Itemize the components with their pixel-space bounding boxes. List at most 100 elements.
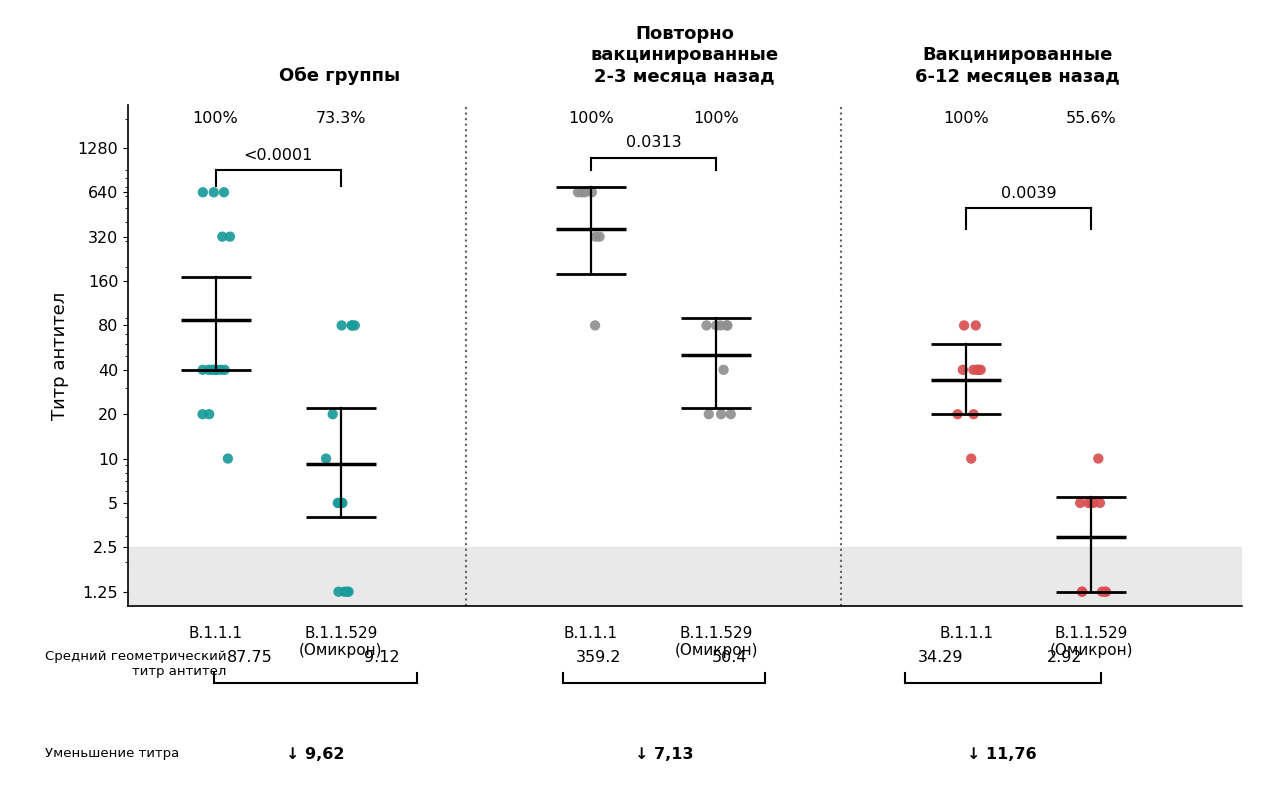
Text: Обе группы: Обе группы bbox=[279, 67, 399, 85]
Text: Уменьшение титра: Уменьшение титра bbox=[45, 747, 179, 760]
Point bbox=[205, 364, 225, 377]
Point bbox=[1070, 496, 1091, 509]
Point bbox=[342, 319, 362, 332]
Text: В.1.1.1: В.1.1.1 bbox=[564, 626, 618, 641]
Point bbox=[970, 364, 991, 377]
Text: ↓ 9,62: ↓ 9,62 bbox=[285, 747, 344, 763]
Text: В.1.1.529
(Омикрон): В.1.1.529 (Омикрон) bbox=[1050, 626, 1133, 659]
Point bbox=[699, 408, 719, 421]
Text: 55.6%: 55.6% bbox=[1066, 111, 1117, 126]
Point bbox=[585, 319, 605, 332]
Text: 2.92: 2.92 bbox=[1047, 650, 1083, 666]
Text: 100%: 100% bbox=[568, 111, 614, 126]
Text: В.1.1.529
(Омикрон): В.1.1.529 (Омикрон) bbox=[675, 626, 758, 659]
Point bbox=[717, 319, 737, 332]
Point bbox=[334, 585, 355, 598]
Point bbox=[215, 364, 236, 377]
Text: 100%: 100% bbox=[694, 111, 739, 126]
Point bbox=[964, 408, 984, 421]
Point bbox=[968, 364, 988, 377]
Point bbox=[211, 364, 232, 377]
Text: 0.0313: 0.0313 bbox=[626, 136, 681, 150]
Point bbox=[192, 364, 212, 377]
Point bbox=[344, 319, 365, 332]
Point bbox=[961, 452, 982, 465]
Point bbox=[1071, 585, 1092, 598]
Point bbox=[220, 230, 241, 243]
Point bbox=[1082, 496, 1102, 509]
Point bbox=[963, 364, 983, 377]
Point bbox=[1078, 496, 1098, 509]
Point bbox=[585, 230, 605, 243]
Text: ↓ 11,76: ↓ 11,76 bbox=[968, 747, 1037, 763]
Point bbox=[205, 364, 225, 377]
Point bbox=[1089, 496, 1110, 509]
Text: В.1.1.1: В.1.1.1 bbox=[940, 626, 993, 641]
Text: 100%: 100% bbox=[943, 111, 989, 126]
Point bbox=[332, 496, 352, 509]
Point bbox=[192, 186, 212, 199]
Text: 34.29: 34.29 bbox=[918, 650, 964, 666]
Point bbox=[954, 319, 974, 332]
Bar bbox=[128, 547, 1242, 606]
Point bbox=[323, 408, 343, 421]
Y-axis label: Титр антител: Титр антител bbox=[51, 292, 69, 419]
Point bbox=[198, 408, 219, 421]
Text: ↓ 7,13: ↓ 7,13 bbox=[635, 747, 694, 763]
Text: 9.12: 9.12 bbox=[364, 650, 399, 666]
Point bbox=[332, 319, 352, 332]
Point bbox=[218, 452, 238, 465]
Text: В.1.1.529
(Омикрон): В.1.1.529 (Омикрон) bbox=[300, 626, 383, 659]
Text: 359.2: 359.2 bbox=[576, 650, 622, 666]
Text: Повторно
вакцинированные
2-3 месяца назад: Повторно вакцинированные 2-3 месяца наза… bbox=[591, 25, 778, 85]
Point bbox=[329, 496, 349, 509]
Point bbox=[581, 186, 602, 199]
Point bbox=[1083, 496, 1103, 509]
Point bbox=[1088, 452, 1108, 465]
Text: 0.0039: 0.0039 bbox=[1001, 186, 1057, 201]
Point bbox=[328, 585, 348, 598]
Point bbox=[337, 585, 357, 598]
Point bbox=[332, 496, 352, 509]
Point bbox=[710, 319, 731, 332]
Point bbox=[965, 319, 986, 332]
Point bbox=[1092, 585, 1112, 598]
Point bbox=[332, 496, 352, 509]
Point bbox=[568, 186, 589, 199]
Point bbox=[206, 364, 227, 377]
Point bbox=[214, 186, 234, 199]
Text: Средний геометрический
титр антител: Средний геометрический титр антител bbox=[45, 650, 227, 679]
Point bbox=[707, 319, 727, 332]
Point bbox=[198, 364, 219, 377]
Point bbox=[1094, 585, 1115, 598]
Point bbox=[713, 364, 733, 377]
Point bbox=[947, 408, 968, 421]
Text: 73.3%: 73.3% bbox=[315, 111, 366, 126]
Point bbox=[952, 364, 973, 377]
Point bbox=[696, 319, 717, 332]
Text: 100%: 100% bbox=[193, 111, 238, 126]
Text: <0.0001: <0.0001 bbox=[243, 148, 312, 163]
Text: 87.75: 87.75 bbox=[227, 650, 273, 666]
Text: 50.4: 50.4 bbox=[712, 650, 748, 666]
Point bbox=[589, 230, 609, 243]
Point bbox=[204, 186, 224, 199]
Point bbox=[316, 452, 337, 465]
Point bbox=[575, 186, 595, 199]
Point bbox=[212, 230, 233, 243]
Point bbox=[717, 319, 737, 332]
Point bbox=[202, 364, 223, 377]
Point bbox=[1096, 585, 1116, 598]
Point bbox=[571, 186, 591, 199]
Point bbox=[192, 408, 212, 421]
Point bbox=[328, 496, 348, 509]
Point bbox=[710, 408, 731, 421]
Point bbox=[338, 585, 358, 598]
Point bbox=[1071, 585, 1092, 598]
Text: В.1.1.1: В.1.1.1 bbox=[188, 626, 243, 641]
Text: Вакцинированные
6-12 месяцев назад: Вакцинированные 6-12 месяцев назад bbox=[915, 46, 1120, 85]
Point bbox=[721, 408, 741, 421]
Point bbox=[968, 364, 988, 377]
Point bbox=[330, 496, 351, 509]
Point bbox=[342, 319, 362, 332]
